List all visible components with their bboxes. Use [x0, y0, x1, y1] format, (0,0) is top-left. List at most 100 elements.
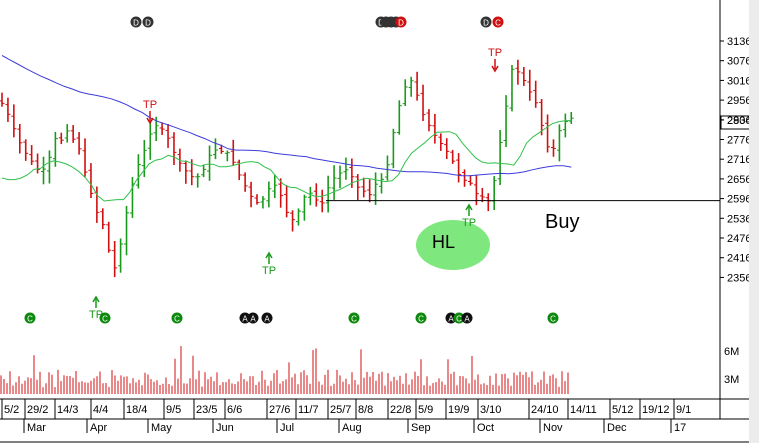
date-tick-label: 5/12	[612, 404, 633, 416]
volume-tick-label: 3M	[724, 374, 739, 386]
month-label: Sep	[411, 422, 431, 434]
top-marker-label: C	[495, 19, 501, 28]
bottom-marker-label: C	[550, 315, 556, 324]
date-tick-label: 14/3	[57, 404, 78, 416]
tp-bottom-jun-arrowhead	[265, 251, 273, 259]
top-marker-circle	[142, 16, 154, 28]
ma-slow-line	[1, 55, 572, 177]
tp-bottom-jun-label: TP	[262, 265, 276, 277]
bottom-marker-label: C	[102, 315, 108, 324]
event-markers: DDDDDCCCCAAACCACAC	[24, 16, 559, 324]
month-label: Aug	[342, 422, 362, 434]
y-tick-label: 2656	[727, 174, 751, 186]
bottom-marker-circle	[348, 312, 360, 324]
date-tick-label: 6/6	[227, 404, 242, 416]
month-label: May	[151, 422, 172, 434]
bottom-marker-label: A	[250, 315, 256, 324]
bottom-marker-circle	[239, 312, 251, 324]
y-tick-label: 2596	[727, 194, 751, 206]
tp-top-may-arrowhead	[146, 117, 154, 125]
month-label: Mar	[27, 422, 46, 434]
bottom-marker-circle	[415, 312, 427, 324]
top-marker-label: D	[483, 19, 489, 28]
ma-fast-line	[1, 120, 572, 202]
top-marker-label: D	[398, 19, 404, 28]
month-label: 17	[674, 422, 686, 434]
top-marker-circle	[480, 16, 492, 28]
bottom-marker-circle	[547, 312, 559, 324]
month-label: Dec	[607, 422, 627, 434]
tp-top-may-label: TP	[143, 99, 157, 111]
top-marker-circle	[395, 16, 407, 28]
bottom-marker-label: A	[448, 315, 454, 324]
month-label: Apr	[90, 422, 107, 434]
bottom-marker-circle	[461, 312, 473, 324]
date-tick-label: 24/10	[531, 404, 559, 416]
bottom-marker-label: C	[456, 315, 462, 324]
date-tick-label: 3/10	[480, 404, 501, 416]
y-tick-label: 3136	[727, 36, 751, 48]
month-label: Nov	[543, 422, 563, 434]
date-tick-label: 22/8	[390, 404, 411, 416]
date-tick-label: 27/6	[269, 404, 290, 416]
date-tick-label: 9/1	[676, 404, 691, 416]
y-tick-label: 2356	[727, 272, 751, 284]
y-tick-label: 2536	[727, 213, 751, 225]
date-tick-label: 5/9	[418, 404, 433, 416]
bottom-marker-label: A	[264, 315, 270, 324]
y-tick-label: 2776	[727, 135, 751, 147]
bottom-marker-label: C	[174, 315, 180, 324]
bottom-marker-circle	[453, 312, 465, 324]
date-tick-label: 23/5	[196, 404, 217, 416]
date-tick-label: 8/8	[358, 404, 373, 416]
date-tick-label: 9/5	[166, 404, 181, 416]
tp-bottom-sep-arrowhead	[465, 203, 473, 211]
top-marker-circle	[492, 16, 504, 28]
bottom-marker-circle	[261, 312, 273, 324]
y-tick-label: 2956	[727, 95, 751, 107]
y-tick-label: 2716	[727, 154, 751, 166]
month-label: Oct	[477, 422, 494, 434]
y-tick-label: 2416	[727, 253, 751, 265]
scrollbar-track	[749, 0, 759, 443]
date-tick-label: 14/11	[570, 404, 597, 416]
bottom-marker-circle	[247, 312, 259, 324]
month-label: Jun	[216, 422, 234, 434]
buy-label: Buy	[545, 211, 579, 233]
bottom-marker-label: C	[351, 315, 357, 324]
bottom-marker-label: A	[464, 315, 470, 324]
bottom-marker-circle	[99, 312, 111, 324]
volume-tick-label: 6M	[724, 346, 739, 358]
date-tick-label: 18/4	[126, 404, 147, 416]
y-tick-label: 3016	[727, 75, 751, 87]
top-marker-label: D	[133, 19, 139, 28]
tp-bottom-sep-label: TP	[462, 217, 476, 229]
date-tick-label: 11/7	[298, 404, 319, 416]
hl-bubble	[416, 220, 490, 270]
month-label: Jul	[280, 422, 294, 434]
bottom-marker-label: C	[418, 315, 424, 324]
bottom-marker-circle	[24, 312, 36, 324]
date-tick-label: 19/9	[448, 404, 469, 416]
current-price-label: 2904	[727, 115, 751, 127]
date-tick-label: 5/2	[4, 404, 19, 416]
bottom-marker-circle	[445, 312, 457, 324]
date-tick-label: 19/12	[642, 404, 670, 416]
tp-top-oct-arrowhead	[491, 65, 499, 73]
bottom-marker-label: C	[27, 315, 33, 324]
moving-averages	[1, 55, 572, 202]
bottom-marker-label: A	[242, 315, 248, 324]
hl-label: HL	[432, 232, 455, 252]
date-tick-label: 29/2	[27, 404, 48, 416]
volume-bars	[0, 346, 569, 394]
bottom-marker-circle	[171, 312, 183, 324]
y-tick-label: 2836	[727, 115, 751, 127]
y-tick-label: 2476	[727, 233, 751, 245]
top-marker-label: D	[145, 19, 151, 28]
top-marker-circle	[130, 16, 142, 28]
y-tick-label: 3076	[727, 56, 751, 68]
date-tick-label: 4/4	[93, 404, 108, 416]
